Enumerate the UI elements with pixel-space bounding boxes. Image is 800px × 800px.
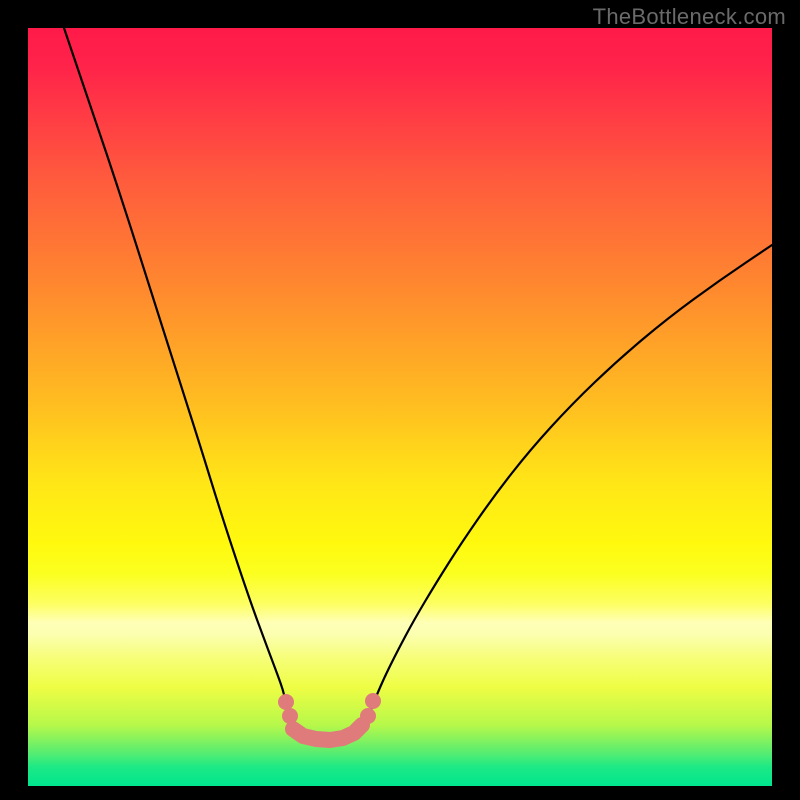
plot-area bbox=[28, 28, 772, 786]
marker-dot bbox=[360, 708, 376, 724]
marker-dot bbox=[278, 694, 294, 710]
chart-container: TheBottleneck.com bbox=[0, 0, 800, 800]
chart-svg bbox=[0, 0, 800, 800]
marker-dot bbox=[282, 708, 298, 724]
watermark-text: TheBottleneck.com bbox=[593, 4, 786, 30]
marker-dot bbox=[365, 693, 381, 709]
